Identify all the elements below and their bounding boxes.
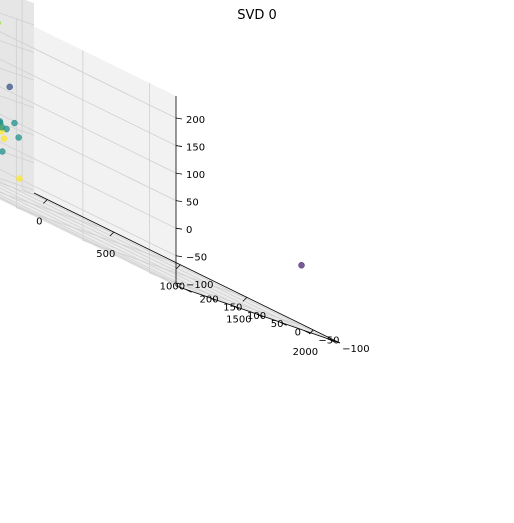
grid-line-y	[0, 194, 210, 298]
x-tick	[176, 264, 181, 270]
grid-line-z	[0, 178, 177, 284]
scatter-point	[6, 83, 13, 91]
x-tick-label: 0	[36, 217, 42, 228]
z-tick-label: 50	[186, 198, 199, 209]
z-tick	[175, 227, 183, 230]
z-tick-label: 0	[186, 225, 192, 236]
z-tick	[175, 117, 183, 120]
y-tick	[256, 313, 263, 318]
x-tick	[109, 231, 115, 237]
scatter-point	[0, 135, 8, 142]
scatter-point	[0, 20, 1, 26]
scatter-point	[11, 119, 18, 127]
y-tick-label: 150	[223, 303, 242, 314]
y-tick-label: 100	[247, 311, 266, 322]
floor-pane	[0, 181, 340, 343]
x-axis-line	[33, 192, 341, 344]
y-tick-label: 200	[200, 294, 219, 305]
z-tick-label: −100	[186, 280, 213, 291]
grid-line-x	[0, 192, 114, 233]
z-tick	[175, 282, 183, 285]
grid-line-y	[0, 187, 257, 315]
z-tick-label: 150	[186, 143, 205, 154]
grid-line-z	[0, 12, 177, 119]
y-tick	[327, 338, 335, 343]
y-tick-label: 50	[271, 319, 284, 330]
x-tick-label: 1500	[226, 314, 251, 325]
scatter-point	[16, 175, 23, 182]
x-tick	[43, 199, 48, 204]
y-tick	[280, 321, 287, 326]
grid-lines	[0, 0, 329, 340]
z-tick-label: −50	[186, 253, 207, 264]
x-tick-label: 500	[96, 249, 115, 260]
z-tick-label: 200	[186, 115, 205, 126]
axis-panes	[0, 0, 340, 343]
y-tick-label: −100	[342, 344, 369, 355]
y-tick	[232, 305, 240, 310]
chart-title: SVD 0	[237, 8, 277, 23]
data-points	[0, 20, 305, 269]
z-tick	[175, 172, 183, 175]
grid-line-z	[0, 40, 177, 146]
grid-line-z	[0, 150, 177, 257]
scatter-point	[15, 134, 22, 141]
z-tick	[175, 145, 183, 147]
grid-line-z	[0, 67, 177, 174]
x-tick-label: 2000	[293, 347, 318, 358]
scatter-point	[0, 124, 6, 131]
scatter-point	[0, 148, 6, 155]
grid-line-y	[0, 191, 234, 307]
grid-line-z	[0, 122, 177, 229]
grid-line-x	[148, 82, 314, 331]
y-tick	[185, 288, 192, 293]
left-pane	[0, 0, 34, 193]
y-tick	[209, 297, 216, 301]
x-tick-label: 1000	[160, 282, 185, 293]
grid-line-y	[0, 180, 305, 331]
grid-line-z	[0, 95, 177, 201]
z-tick	[175, 255, 183, 258]
z-tick	[175, 200, 183, 203]
z-tick-label: 100	[186, 170, 205, 181]
y-tick-label: −50	[318, 336, 339, 347]
grid-line-y	[0, 197, 186, 290]
grid-line-y	[21, 0, 329, 340]
grid-line-x	[82, 50, 248, 298]
x-tick	[242, 297, 248, 302]
scatter-point	[298, 261, 305, 269]
y-tick	[304, 330, 311, 334]
grid-line-x	[15, 17, 181, 266]
scatter-point	[0, 118, 4, 125]
y-tick-label: 0	[295, 327, 301, 338]
grid-line-y	[0, 184, 281, 323]
